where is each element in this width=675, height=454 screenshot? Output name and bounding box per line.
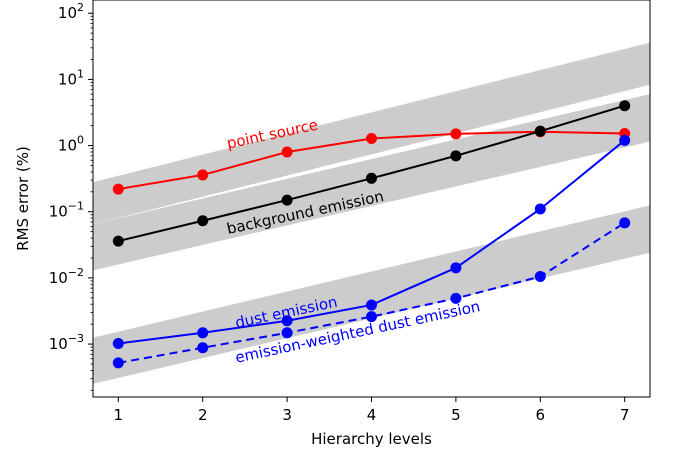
data-point bbox=[450, 128, 462, 140]
data-point bbox=[619, 100, 631, 112]
data-point bbox=[450, 150, 462, 162]
y-tick-label: 10−2 bbox=[49, 266, 84, 287]
series-2 bbox=[112, 100, 631, 247]
y-axis-label: RMS error (%) bbox=[14, 146, 32, 251]
y-tick-label: 100 bbox=[58, 134, 84, 155]
data-point bbox=[366, 172, 377, 184]
y-tick-label: 10−1 bbox=[49, 200, 84, 221]
data-point bbox=[450, 292, 462, 304]
x-tick-label: 2 bbox=[198, 406, 208, 424]
data-point bbox=[197, 169, 209, 181]
x-tick-label: 7 bbox=[620, 406, 630, 424]
data-point bbox=[281, 315, 293, 327]
data-point bbox=[112, 357, 124, 369]
y-tick-label: 101 bbox=[58, 67, 84, 88]
data-point bbox=[281, 146, 293, 158]
x-tick-label: 4 bbox=[367, 406, 377, 424]
data-point bbox=[534, 125, 546, 137]
data-point bbox=[197, 342, 209, 354]
data-point bbox=[366, 299, 377, 311]
data-point bbox=[197, 327, 209, 339]
data-point bbox=[450, 262, 462, 274]
data-point bbox=[619, 217, 631, 229]
data-point bbox=[112, 337, 124, 349]
data-point bbox=[112, 235, 124, 247]
y-tick-label: 102 bbox=[58, 1, 84, 22]
series-3 bbox=[112, 134, 631, 349]
x-tick-label: 5 bbox=[451, 406, 461, 424]
y-tick-label: 10−3 bbox=[49, 332, 84, 353]
data-point bbox=[534, 203, 546, 215]
data-point bbox=[197, 215, 209, 227]
x-tick-label: 3 bbox=[282, 406, 292, 424]
data-point bbox=[366, 311, 377, 323]
band-3 bbox=[93, 205, 650, 384]
series-4 bbox=[112, 217, 631, 369]
axes: 1 2 3 4 5 6 7 102 101 100 10−1 10−2 10−3 bbox=[49, 0, 651, 424]
x-axis-label: Hierarchy levels bbox=[311, 430, 432, 448]
data-point bbox=[281, 327, 293, 339]
data-point bbox=[366, 132, 377, 144]
series-lines bbox=[112, 100, 631, 369]
x-tick-label: 1 bbox=[114, 406, 124, 424]
data-point bbox=[112, 183, 124, 195]
data-point bbox=[619, 134, 631, 146]
data-point bbox=[534, 270, 546, 282]
data-point bbox=[281, 194, 293, 206]
x-tick-label: 6 bbox=[536, 406, 546, 424]
